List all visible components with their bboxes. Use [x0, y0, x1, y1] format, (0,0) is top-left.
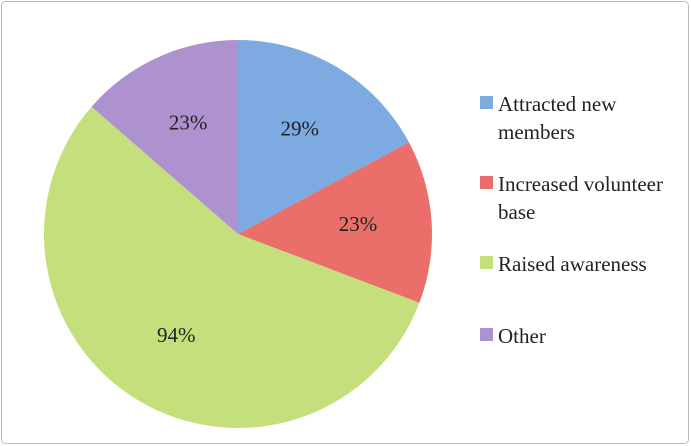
pie-slice — [44, 106, 420, 428]
legend-label: Attracted new members — [498, 92, 617, 144]
legend-item: Other — [480, 322, 670, 350]
pie-slice — [238, 142, 432, 303]
legend-label: Other — [498, 324, 546, 348]
pie-slice — [91, 40, 238, 234]
legend-swatch — [480, 328, 493, 341]
legend-item: Raised awareness — [480, 250, 670, 278]
legend-item: Attracted new members — [480, 90, 670, 146]
legend-swatch — [480, 96, 493, 109]
data-label: 23% — [339, 212, 378, 236]
legend-item: Increased volunteer base — [480, 170, 670, 226]
legend-swatch — [480, 176, 493, 189]
legend-swatch — [480, 256, 493, 269]
legend-label: Raised awareness — [498, 252, 647, 276]
data-label: 94% — [157, 323, 196, 347]
legend-label: Increased volunteer base — [498, 172, 663, 224]
data-label: 23% — [169, 110, 208, 134]
pie-slice — [238, 40, 409, 234]
data-label: 29% — [280, 117, 319, 141]
